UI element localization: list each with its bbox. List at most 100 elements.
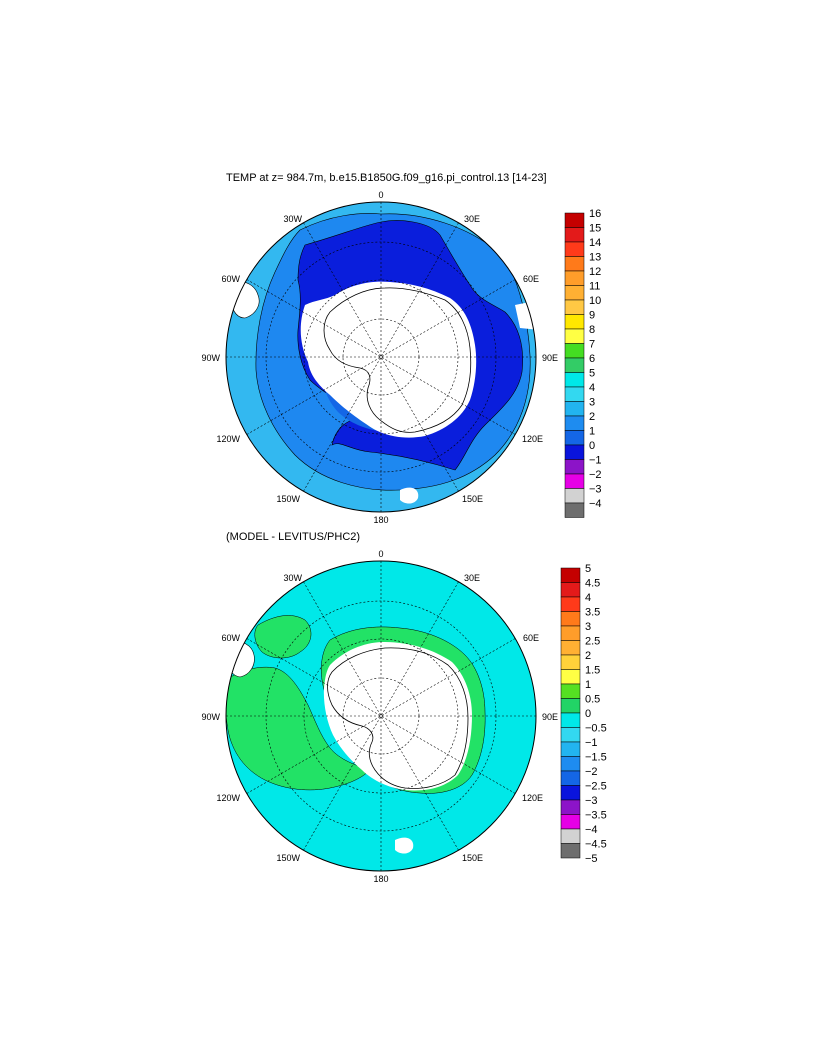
top-lon-150w: 150W [276, 494, 300, 504]
bottom-lon-120w: 120W [216, 793, 240, 803]
top-lon-180: 180 [373, 515, 388, 525]
colorbar-box-12 [564, 386, 585, 402]
colorbar-box-13 [564, 401, 585, 417]
top-lon-120w: 120W [216, 434, 240, 444]
colorbar-label: 11 [589, 281, 600, 293]
top-map-border [225, 201, 537, 513]
colorbar-label: 2 [585, 650, 591, 662]
bottom-colorbar: 5 4.5 4 3.5 3 2.5 2 1.5 1 0.5 0 −0.5 −1 −1.5 −2 −2.5 −3 −… [560, 563, 607, 865]
colorbar-label: −5 [585, 853, 598, 865]
colorbar-label: −4.5 [585, 839, 607, 851]
colorbar-label: 0.5 [585, 694, 600, 706]
colorbar-box-1 [560, 582, 581, 598]
colorbar-box-18 [564, 473, 585, 489]
colorbar-box-16 [564, 444, 585, 460]
top-panel-title: TEMP at z= 984.7m, b.e15.B1850G.f09_g16.… [226, 172, 547, 184]
bottom-lon-120e: 120E [522, 793, 543, 803]
top-lon-90w: 90W [201, 353, 220, 363]
colorbar-box-10 [560, 712, 581, 728]
colorbar-label: 3.5 [585, 607, 600, 619]
bottom-lon-30w: 30W [283, 573, 302, 583]
bottom-nz-island [395, 837, 414, 854]
bottom-map-border [225, 560, 537, 872]
colorbar-label: −2.5 [585, 781, 607, 793]
colorbar-box-17 [560, 814, 581, 830]
colorbar-label: 16 [589, 208, 601, 220]
colorbar-label: 12 [589, 266, 601, 278]
colorbar-box-3 [564, 256, 585, 272]
colorbar-label: 2 [589, 411, 595, 423]
bottom-lon-90e: 90E [542, 712, 558, 722]
colorbar-box-7 [560, 669, 581, 685]
colorbar-box-14 [564, 415, 585, 431]
bottom-lon-90w: 90W [201, 712, 220, 722]
colorbar-box-8 [564, 328, 585, 344]
colorbar-box-5 [564, 285, 585, 301]
top-lon-30w: 30W [283, 214, 302, 224]
colorbar-label: −1.5 [585, 752, 607, 764]
colorbar-box-2 [560, 596, 581, 612]
colorbar-label: −4 [585, 824, 598, 836]
bottom-lon-180: 180 [373, 874, 388, 884]
colorbar-box-15 [564, 430, 585, 446]
colorbar-label: 10 [589, 295, 601, 307]
colorbar-label: −2 [589, 469, 602, 481]
colorbar-box-9 [560, 698, 581, 714]
colorbar-label: −4 [589, 498, 602, 510]
top-antarctica [323, 287, 472, 433]
colorbar-box-8 [560, 683, 581, 699]
colorbar-label: 1 [585, 679, 591, 691]
colorbar-label: 5 [589, 368, 595, 380]
top-lon-0: 0 [378, 190, 383, 200]
colorbar-box-6 [560, 654, 581, 670]
colorbar-label: 4 [589, 382, 595, 394]
colorbar-label: −3 [585, 795, 598, 807]
colorbar-box-19 [560, 843, 581, 859]
colorbar-label: −3.5 [585, 810, 607, 822]
top-map-fill [226, 202, 536, 512]
colorbar-box-11 [560, 727, 581, 743]
colorbar-box-3 [560, 611, 581, 627]
colorbar-box-17 [564, 459, 585, 475]
colorbar-box-2 [564, 241, 585, 257]
colorbar-box-18 [560, 828, 581, 844]
colorbar-label: 2.5 [585, 636, 600, 648]
colorbar-label: 13 [589, 252, 601, 264]
bottom-lon-150e: 150E [462, 853, 483, 863]
colorbar-box-5 [560, 640, 581, 656]
colorbar-box-0 [564, 212, 585, 228]
colorbar-box-0 [560, 567, 581, 583]
colorbar-label: −1 [589, 455, 602, 467]
bottom-lon-60e: 60E [523, 633, 539, 643]
colorbar-box-20 [564, 502, 585, 518]
colorbar-label: −1 [585, 737, 598, 749]
colorbar-label: 6 [589, 353, 595, 365]
bottom-lon-150w: 150W [276, 853, 300, 863]
colorbar-label: 7 [589, 339, 595, 351]
colorbar-label: −3 [589, 484, 602, 496]
colorbar-box-4 [564, 270, 585, 286]
colorbar-label: −2 [585, 766, 598, 778]
colorbar-box-15 [560, 785, 581, 801]
bottom-panel-title: (MODEL - LEVITUS/PHC2) [226, 531, 361, 543]
top-lon-60e: 60E [523, 274, 539, 284]
colorbar-label: 1 [589, 426, 595, 438]
top-lon-120e: 120E [522, 434, 543, 444]
colorbar-label: 1.5 [585, 665, 600, 677]
colorbar-box-6 [564, 299, 585, 315]
colorbar-label: 9 [589, 310, 595, 322]
colorbar-label: 4 [585, 592, 591, 604]
colorbar-label: 15 [589, 223, 601, 235]
top-lon-60w: 60W [221, 274, 240, 284]
top-lon-30e: 30E [464, 214, 480, 224]
bottom-lon-60w: 60W [221, 633, 240, 643]
colorbar-box-9 [564, 343, 585, 359]
colorbar-box-1 [564, 227, 585, 243]
colorbar-label: 4.5 [585, 578, 600, 590]
colorbar-label: 14 [589, 237, 601, 249]
bottom-lon-0: 0 [378, 549, 383, 559]
colorbar-box-13 [560, 756, 581, 772]
colorbar-box-11 [564, 372, 585, 388]
colorbar-label: 0 [585, 708, 591, 720]
